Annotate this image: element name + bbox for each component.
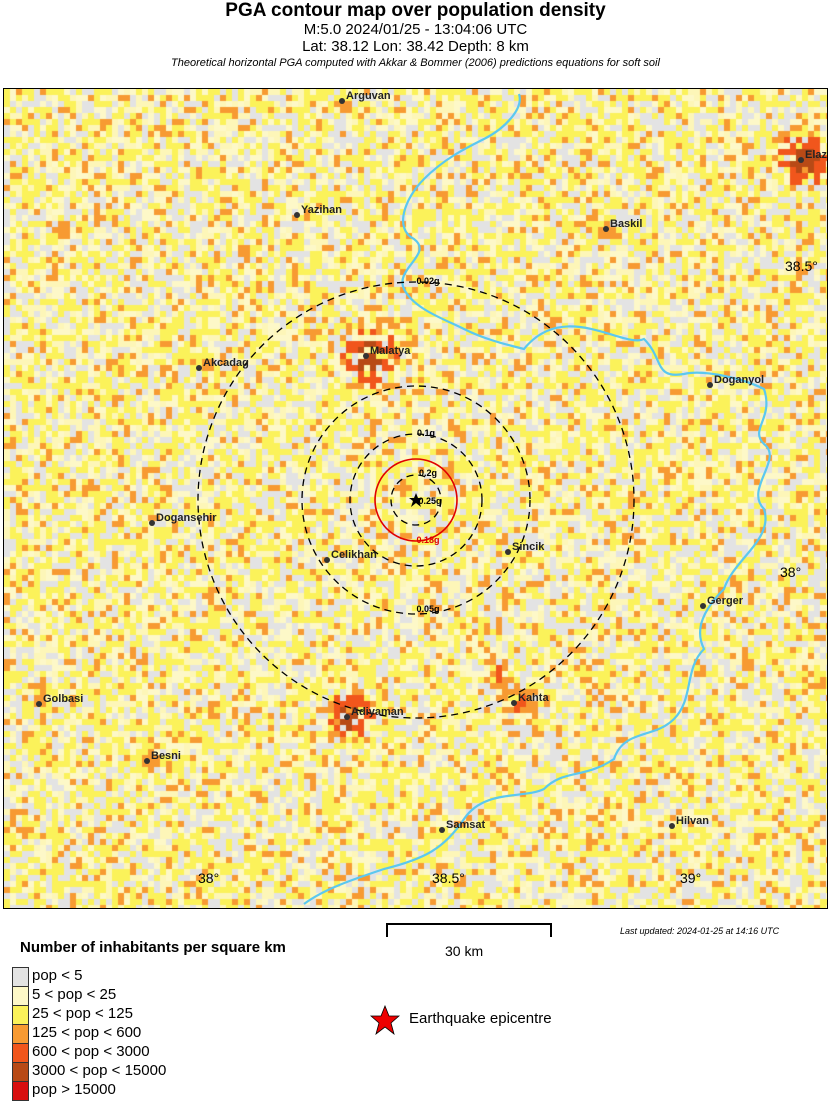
- city-label: Golbasi: [43, 693, 84, 705]
- city-marker: [196, 365, 202, 371]
- event-info: M:5.0 2024/01/25 - 13:04:06 UTC: [303, 21, 528, 38]
- city-label: Sincik: [512, 541, 545, 553]
- legend-swatch: [12, 1024, 29, 1044]
- pga-contour: [390, 474, 442, 526]
- city-marker: [798, 157, 804, 163]
- legend-item: 125 < pop < 600: [12, 1024, 312, 1044]
- pga-contour-label: 0.05g: [416, 604, 439, 614]
- legend-swatch: [12, 1005, 29, 1025]
- city-marker: [144, 758, 150, 764]
- city-label: Doganyol: [714, 374, 765, 386]
- scale-label: 30 km: [445, 943, 484, 959]
- epicentre-star-icon: [409, 493, 423, 507]
- city-label: Celikhan: [331, 549, 377, 561]
- legend-label: 3000 < pop < 15000: [32, 1062, 167, 1079]
- city-marker: [511, 700, 517, 706]
- pga-contour: [301, 385, 531, 615]
- pga-contour-label: 0.2g: [419, 468, 437, 478]
- city-marker: [603, 226, 609, 232]
- city-marker: [707, 382, 713, 388]
- epicentre-legend-star-icon: [370, 1005, 400, 1035]
- city-label: Elaz: [805, 149, 828, 161]
- epicentre-legend-label: Earthquake epicentre: [409, 1010, 552, 1027]
- lon-tick: 38.5°: [432, 870, 465, 886]
- city-marker: [439, 827, 445, 833]
- river: [303, 93, 771, 905]
- pga-contour-label: 0.25g: [418, 496, 441, 506]
- legend-swatch: [12, 1043, 29, 1063]
- legend-swatch: [12, 986, 29, 1006]
- city-label: Akcadag: [203, 357, 249, 369]
- legend-item: pop < 5: [12, 967, 312, 987]
- lat-tick: 38°: [780, 564, 802, 580]
- legend-swatch: [12, 967, 29, 987]
- legend-label: pop > 15000: [32, 1081, 116, 1098]
- last-updated: Last updated: 2024-01-25 at 14:16 UTC: [620, 926, 780, 936]
- city-label: Gerger: [707, 595, 744, 607]
- city-label: Samsat: [446, 819, 486, 831]
- pga-contour-label: 0.1g: [417, 428, 435, 438]
- event-location: Lat: 38.12 Lon: 38.42 Depth: 8 km: [302, 38, 529, 55]
- city-label: Kahta: [518, 692, 549, 704]
- city-label: Baskil: [610, 218, 643, 230]
- city-label: Malatya: [370, 345, 411, 357]
- pga-contour: [349, 433, 483, 567]
- lon-tick: 39°: [680, 870, 702, 886]
- legend-item: pop > 15000: [12, 1081, 312, 1101]
- legend-swatch: [12, 1081, 29, 1101]
- legend-label: 25 < pop < 125: [32, 1005, 133, 1022]
- city-marker: [505, 549, 511, 555]
- city-label: Dogansehir: [156, 512, 217, 524]
- legend-item: 3000 < pop < 15000: [12, 1062, 312, 1082]
- city-marker: [363, 353, 369, 359]
- pga-contour: [197, 281, 635, 719]
- city-marker: [344, 714, 350, 720]
- legend-label: pop < 5: [32, 967, 83, 984]
- pga-contour-label: 0.18g: [416, 535, 439, 545]
- legend-swatch: [12, 1062, 29, 1082]
- city-label: Adiyaman: [351, 706, 404, 718]
- city-label: Hilvan: [676, 815, 710, 827]
- legend-item: 5 < pop < 25: [12, 986, 312, 1006]
- map-overlay: 0.25g 0.2g 0.18g 0.1g 0.05g 0.02g: [197, 93, 771, 905]
- city-marker: [149, 520, 155, 526]
- legend-title: Number of inhabitants per square km: [20, 939, 286, 956]
- city-marker: [294, 212, 300, 218]
- city-marker: [669, 823, 675, 829]
- map-title: PGA contour map over population density: [225, 0, 606, 21]
- map-panel[interactable]: 0.25g 0.2g 0.18g 0.1g 0.05g 0.02g Arguvan Elaz…: [3, 88, 828, 909]
- legend-label: 5 < pop < 25: [32, 986, 117, 1003]
- map-subtitle: Theoretical horizontal PGA computed with…: [171, 57, 660, 69]
- city-label: Arguvan: [346, 90, 391, 102]
- city-label: Yazihan: [301, 204, 342, 216]
- legend-item: 600 < pop < 3000: [12, 1043, 312, 1063]
- lat-tick: 38.5°: [785, 258, 818, 274]
- lon-tick: 38°: [198, 870, 220, 886]
- legend-label: 125 < pop < 600: [32, 1024, 142, 1041]
- city-marker: [339, 98, 345, 104]
- pga-contour: [374, 458, 458, 542]
- pga-contour-label: 0.02g: [416, 276, 439, 286]
- city-marker: [700, 603, 706, 609]
- legend-label: 600 < pop < 3000: [32, 1043, 150, 1060]
- city-marker: [36, 701, 42, 707]
- scale-bar: [386, 923, 552, 937]
- legend-item: 25 < pop < 125: [12, 1005, 312, 1025]
- city-label: Besni: [151, 750, 181, 762]
- city-marker: [324, 557, 330, 563]
